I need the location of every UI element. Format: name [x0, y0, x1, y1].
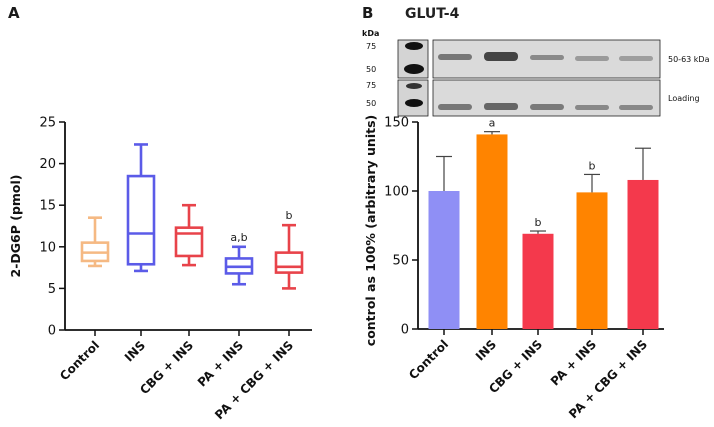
y-tick-label-a: 5 [48, 282, 56, 297]
significance-label-a: a,b [230, 231, 247, 244]
y-tick-label-b: 100 [384, 185, 409, 200]
blot-marker-50-top: 50 [366, 65, 376, 74]
box-iqr [274, 251, 304, 274]
bar [522, 233, 554, 329]
bar [428, 191, 460, 329]
blot-kda-header: kDa [362, 29, 379, 38]
blot-ladder-band [406, 83, 422, 89]
y-tick-label-a: 10 [39, 240, 56, 255]
blot-ladder-band [404, 64, 424, 74]
significance-label-b: a [489, 117, 496, 130]
bar [627, 179, 659, 329]
category-label-b: INS [473, 337, 499, 363]
blot-band [619, 56, 653, 61]
significance-label-a: b [286, 209, 293, 222]
blot-title: GLUT-4 [405, 6, 460, 22]
bar [476, 134, 508, 329]
category-label-a: INS [122, 338, 148, 364]
y-tick-label-b: 50 [392, 254, 409, 269]
y-tick-label-b: 150 [384, 116, 409, 131]
bar [576, 192, 608, 329]
blot-loading-band [530, 104, 564, 110]
blot-marker-75-top: 75 [366, 42, 376, 51]
blot-loading-band [438, 104, 472, 110]
y-tick-label-a: 0 [48, 324, 56, 339]
blot-sample-bottom [432, 79, 661, 117]
category-label-b: PA + INS [548, 337, 599, 388]
blot-band [438, 54, 472, 60]
y-axis-label-a: 2-DG6P (pmol) [8, 174, 23, 277]
blot-ladder-band [405, 99, 423, 107]
chart-b-glut4-barchart: 0 50 100 150 control as 100% (arbitrary unit… [363, 115, 664, 421]
blot-loading-band [575, 105, 609, 110]
y-tick-label-b: 0 [401, 323, 409, 338]
panel-a-label: A [8, 4, 20, 22]
category-label-b: Control [406, 337, 451, 382]
panel-b-label: B [362, 4, 373, 22]
western-blot: kDa 75 50 75 50 50-63 kDa Loading [362, 29, 710, 117]
blot-top-band-label: 50-63 kDa [668, 55, 710, 64]
y-tick-label-a: 20 [39, 157, 56, 172]
significance-label-b: b [535, 216, 542, 229]
blot-band [575, 56, 609, 61]
box-iqr [174, 226, 204, 258]
category-label-a: Control [57, 338, 102, 383]
y-tick-label-a: 25 [39, 116, 56, 131]
blot-marker-75-bottom: 75 [366, 81, 376, 90]
blot-ladder-band [405, 42, 423, 50]
blot-bottom-band-label: Loading [668, 94, 700, 103]
blot-marker-50-bottom: 50 [366, 99, 376, 108]
box-iqr [126, 174, 156, 266]
blot-band [484, 52, 518, 61]
category-label-a: PA + INS [195, 338, 246, 389]
blot-loading-band [484, 103, 518, 110]
y-tick-label-a: 15 [39, 199, 56, 214]
blot-loading-band [619, 105, 653, 110]
significance-label-b: b [589, 159, 596, 172]
blot-band [530, 55, 564, 60]
y-axis-label-b: control as 100% (arbitrary units) [363, 115, 378, 346]
